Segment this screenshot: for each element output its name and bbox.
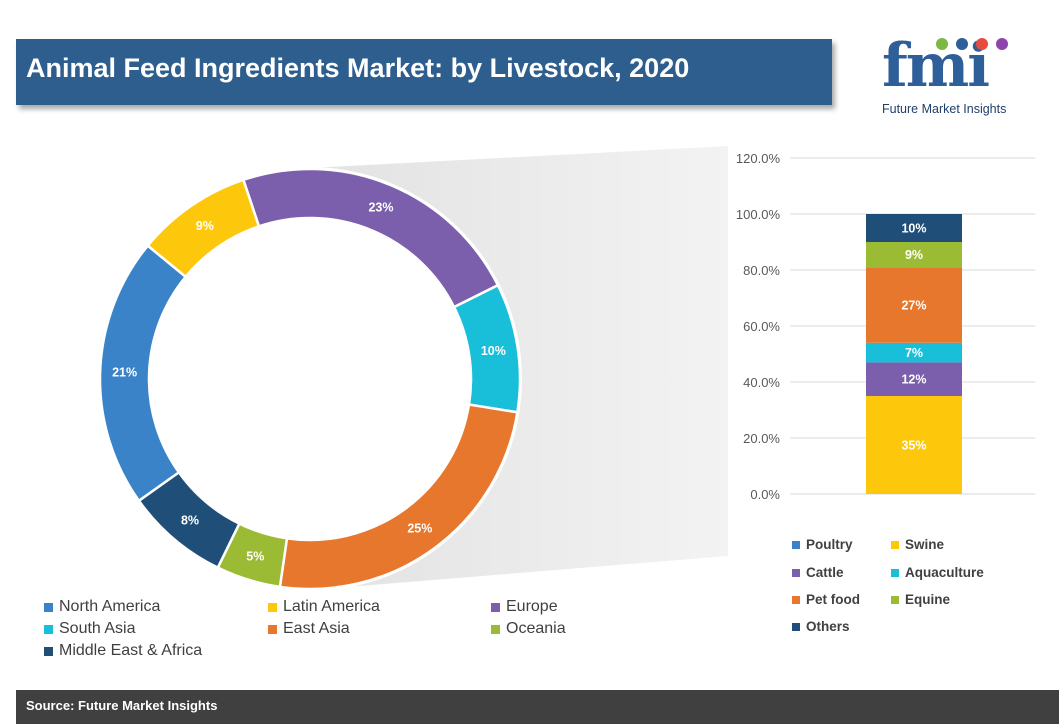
donut-data-label: 8% [181, 513, 199, 527]
bar-data-label: 9% [905, 248, 923, 262]
chart-canvas: 23% 10% 25% 5% 8% 21% 9% 0.0% 20.0% 40.0% 60.0% 80.… [98, 146, 1035, 591]
bar-segment [866, 396, 962, 494]
legend-item: North America [44, 598, 160, 616]
legend-swatch [44, 602, 53, 612]
legend-swatch [891, 595, 899, 604]
legend-item: Equine [891, 592, 950, 607]
logo-dot [936, 38, 948, 50]
legend-swatch [891, 540, 899, 549]
legend-item: Others [792, 619, 850, 634]
legend-swatch [491, 624, 500, 634]
legend-label: Equine [905, 592, 951, 607]
bar-data-label: 10% [901, 222, 926, 236]
chart-title: Animal Feed Ingredients Market: by Lives… [26, 53, 690, 83]
logo-dot [996, 38, 1008, 50]
logo-dot [956, 38, 968, 50]
legend-item: Aquaculture [891, 565, 984, 580]
bar-data-label: 35% [901, 439, 926, 453]
legend-item: Oceania [491, 620, 566, 638]
source-note: Source: Future Market Insights [26, 698, 218, 713]
donut-data-label: 23% [368, 201, 393, 215]
legend-item: Swine [891, 537, 944, 552]
legend-swatch [491, 602, 500, 612]
donut-backing [98, 167, 522, 591]
legend-swatch [268, 602, 277, 612]
legend-swatch [792, 568, 800, 577]
y-tick-label: 60.0% [743, 319, 780, 334]
y-tick-label: 120.0% [736, 151, 781, 166]
legend-item: Latin America [268, 598, 380, 616]
y-tick-label: 100.0% [736, 207, 781, 222]
donut-data-label: 10% [481, 344, 506, 358]
legend-swatch [44, 646, 53, 656]
legend-label: Poultry [806, 537, 853, 552]
legend-label: East Asia [283, 620, 350, 637]
legend-swatch [792, 595, 800, 604]
logo-globe-dots [936, 38, 1016, 52]
legend-item: East Asia [268, 620, 350, 638]
bar-segment [866, 362, 962, 396]
legend-swatch [792, 622, 800, 631]
legend-item: Poultry [792, 537, 853, 552]
bar-segment [866, 342, 962, 363]
donut-data-label: 25% [407, 521, 432, 535]
footer-bar: Source: Future Market Insights [16, 690, 1059, 724]
y-tick-label: 80.0% [743, 263, 780, 278]
donut-data-label: 5% [246, 549, 264, 563]
legend-label: North America [59, 598, 161, 615]
y-tick-label: 20.0% [743, 431, 780, 446]
logo-subtitle: Future Market Insights [882, 102, 1007, 116]
legend-label: Pet food [806, 592, 860, 607]
logo-dot [976, 38, 988, 50]
y-tick-label: 0.0% [750, 487, 780, 502]
legend-item: Europe [491, 598, 558, 616]
fmi-logo: fmi Future Market Insights [878, 36, 1028, 120]
legend-label: Aquaculture [905, 565, 984, 580]
donut-data-label: 9% [196, 219, 214, 233]
legend-swatch [891, 568, 899, 577]
legend-label: South Asia [59, 620, 136, 637]
legend-label: Latin America [283, 598, 380, 615]
legend-swatch [268, 624, 277, 634]
legend-label: Europe [506, 598, 558, 615]
donut-slice [146, 178, 261, 279]
legend-label: Middle East & Africa [59, 642, 203, 659]
legend-item: Cattle [792, 565, 844, 580]
legend-label: Swine [905, 537, 945, 552]
bar-data-label: 7% [905, 346, 923, 360]
bar-segment [866, 242, 962, 268]
bar-data-label: 12% [901, 373, 926, 387]
legend-item: Middle East & Africa [44, 642, 202, 660]
legend-label: Others [806, 619, 850, 634]
legend-swatch [44, 624, 53, 634]
bar-data-label: 27% [901, 299, 926, 313]
title-bar: Animal Feed Ingredients Market: by Lives… [16, 39, 832, 105]
legend-label: Cattle [806, 565, 844, 580]
legend-item: Pet food [792, 592, 860, 607]
legend-item: South Asia [44, 620, 136, 638]
bar-segment [866, 214, 962, 242]
donut-data-label: 21% [112, 366, 137, 380]
legend-swatch [792, 540, 800, 549]
legend-label: Oceania [506, 620, 566, 637]
bar-segment [866, 267, 962, 343]
y-tick-label: 40.0% [743, 375, 780, 390]
